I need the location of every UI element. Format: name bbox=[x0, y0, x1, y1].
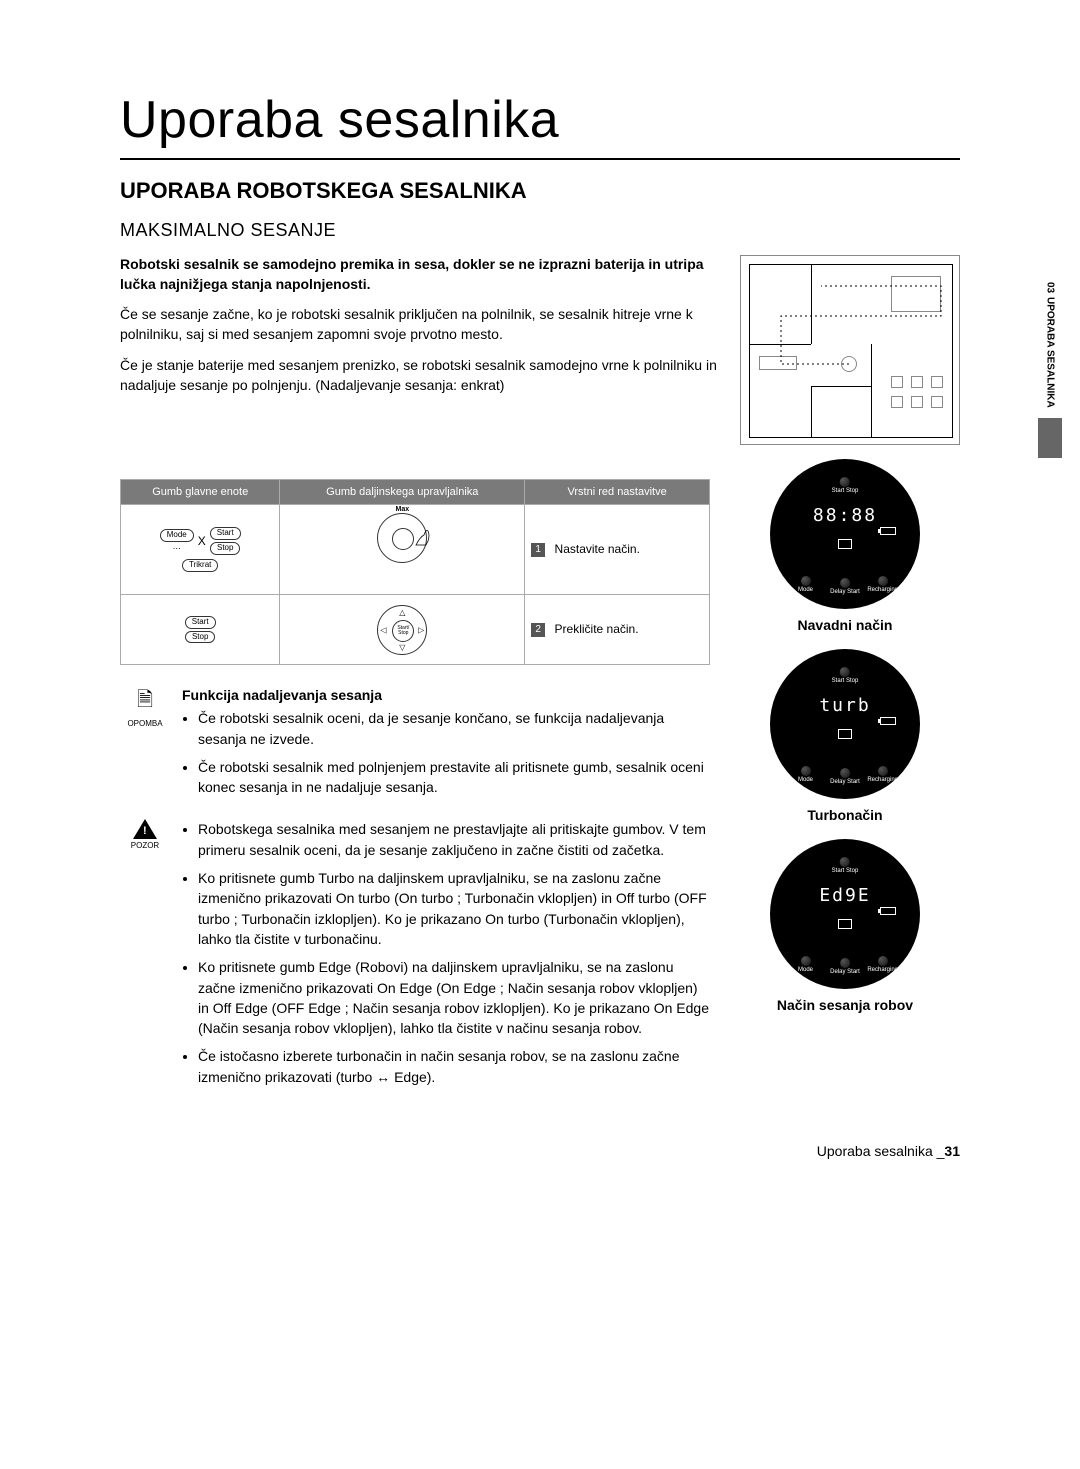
path-svg bbox=[741, 256, 959, 444]
disc-recharge-button: Recharging bbox=[867, 576, 898, 593]
camera-icon bbox=[838, 539, 852, 549]
remote-inner: Start/ Stop bbox=[392, 620, 414, 642]
max-label: Max bbox=[395, 506, 409, 513]
pozor-item: Če istočasno izberete turbonačin in nači… bbox=[198, 1046, 710, 1087]
battery-icon bbox=[880, 717, 896, 725]
disc-display: 88:88 bbox=[813, 505, 877, 526]
pozor-text: Robotskega sesalnika med sesanjem ne pre… bbox=[182, 819, 710, 1095]
disc-top-button: Start Stop bbox=[832, 857, 859, 874]
step-text-1: Nastavite način. bbox=[555, 542, 640, 556]
th-order: Vrstni red nastavitve bbox=[525, 480, 710, 505]
cell-remote-2: △ ▽ ◁ ▷ Start/ Stop bbox=[280, 595, 525, 665]
section-heading: UPORABA ROBOTSKEGA SESALNIKA bbox=[120, 178, 960, 204]
disc-mode-button: Mode bbox=[798, 956, 813, 973]
disc-recharge-button: Recharging bbox=[867, 956, 898, 973]
pozor-list: Robotskega sesalnika med sesanjem ne pre… bbox=[182, 819, 710, 1087]
th-remote: Gumb daljinskega upravljalnika bbox=[280, 480, 525, 505]
disc-caption: Turbonačin bbox=[807, 807, 882, 823]
cell-remote-1: Max bbox=[280, 505, 525, 595]
disc-mode-button: Mode bbox=[798, 766, 813, 783]
triangle-down-icon: ▽ bbox=[399, 643, 405, 652]
opomba-row: 🗎 OPOMBA Funkcija nadaljevanja sesanja Č… bbox=[120, 685, 710, 805]
device-disc: Start Stop 88:88 Mode Delay Start Rechar… bbox=[770, 459, 920, 609]
camera-icon bbox=[838, 729, 852, 739]
page: Uporaba sesalnika UPORABA ROBOTSKEGA SES… bbox=[0, 0, 1080, 1219]
device-disc: Start Stop turb Mode Delay Start Recharg… bbox=[770, 649, 920, 799]
warning-icon: POZOR bbox=[120, 819, 170, 1095]
battery-icon bbox=[880, 907, 896, 915]
remote-inner bbox=[392, 528, 414, 550]
side-tab: 03 UPORABA SESALNIKA bbox=[1038, 280, 1062, 458]
footer-page-num: 31 bbox=[944, 1143, 960, 1159]
note-glyph-icon: 🗎 bbox=[120, 685, 170, 719]
th-main: Gumb glavne enote bbox=[121, 480, 280, 505]
start-button: Start bbox=[185, 616, 216, 629]
page-title: Uporaba sesalnika bbox=[120, 90, 960, 160]
camera-icon bbox=[838, 919, 852, 929]
subsection-heading: MAKSIMALNO SESANJE bbox=[120, 220, 960, 241]
intro-bold: Robotski sesalnik se samodejno premika i… bbox=[120, 255, 720, 294]
disc-caption: Navadni način bbox=[798, 617, 893, 633]
intro-p2: Če je stanje baterije med sesanjem preni… bbox=[120, 355, 720, 396]
mode-button: Mode bbox=[160, 529, 194, 542]
right-column: Start Stop 88:88 Mode Delay Start Rechar… bbox=[730, 459, 960, 1109]
opomba-list: Če robotski sesalnik oceni, da je sesanj… bbox=[182, 708, 710, 797]
triangle-left-icon: ◁ bbox=[380, 625, 386, 634]
opomba-item: Če robotski sesalnik oceni, da je sesanj… bbox=[198, 708, 710, 749]
pozor-row: POZOR Robotskega sesalnika med sesanjem … bbox=[120, 819, 710, 1095]
floorplan-diagram bbox=[740, 255, 960, 445]
side-tab-num: 03 bbox=[1045, 280, 1056, 295]
finger-icon bbox=[414, 527, 434, 547]
start-button: Start bbox=[210, 527, 241, 540]
intro-p1: Če se sesanje začne, ko je robotski sesa… bbox=[120, 304, 720, 345]
cell-main-2: Start Stop bbox=[121, 595, 280, 665]
table-row: Start Stop △ ▽ ◁ ▷ Start/ Stop bbox=[121, 595, 710, 665]
table-row: Mode ⋯ X Start Stop Trikrat bbox=[121, 505, 710, 595]
intro-text: Robotski sesalnik se samodejno premika i… bbox=[120, 255, 720, 405]
footer-text: Uporaba sesalnika _ bbox=[817, 1143, 945, 1159]
opomba-label: OPOMBA bbox=[127, 719, 162, 728]
cell-order-1: 1 Nastavite način. bbox=[525, 505, 710, 595]
cell-main-1: Mode ⋯ X Start Stop Trikrat bbox=[121, 505, 280, 595]
opomba-item: Če robotski sesalnik med polnjenjem pres… bbox=[198, 757, 710, 798]
disc-mode-button: Mode bbox=[798, 576, 813, 593]
triangle-up-icon: △ bbox=[399, 608, 405, 617]
left-column: Gumb glavne enote Gumb daljinskega uprav… bbox=[120, 459, 710, 1109]
disc-top-button: Start Stop bbox=[832, 477, 859, 494]
x-label: X bbox=[198, 534, 206, 548]
disc-display: Ed9E bbox=[819, 885, 870, 906]
side-tab-label: UPORABA SESALNIKA bbox=[1045, 295, 1056, 410]
opomba-subhead: Funkcija nadaljevanja sesanja bbox=[182, 685, 710, 705]
disc-display: turb bbox=[819, 695, 870, 716]
cell-order-2: 2 Prekličite način. bbox=[525, 595, 710, 665]
step-text-2: Prekličite način. bbox=[555, 622, 639, 636]
triangle-right-icon: ▷ bbox=[418, 625, 424, 634]
opomba-text: Funkcija nadaljevanja sesanja Če robotsk… bbox=[182, 685, 710, 805]
stop-button: Stop bbox=[185, 631, 215, 644]
note-icon: 🗎 OPOMBA bbox=[120, 685, 170, 805]
instruction-table: Gumb glavne enote Gumb daljinskega uprav… bbox=[120, 479, 710, 665]
remote-circle-icon: △ ▽ ◁ ▷ Start/ Stop bbox=[377, 605, 427, 655]
warning-triangle-icon bbox=[133, 819, 157, 839]
disc-delay-button: Delay Start bbox=[830, 578, 860, 595]
disc-recharge-button: Recharging bbox=[867, 766, 898, 783]
disc-delay-button: Delay Start bbox=[830, 768, 860, 785]
step-num-1: 1 bbox=[531, 543, 545, 557]
step-num-2: 2 bbox=[531, 623, 545, 637]
battery-icon bbox=[880, 527, 896, 535]
side-tab-dark bbox=[1038, 418, 1062, 458]
trikrat-label: Trikrat bbox=[182, 559, 218, 572]
device-disc: Start Stop Ed9E Mode Delay Start Recharg… bbox=[770, 839, 920, 989]
page-footer: Uporaba sesalnika _31 bbox=[120, 1143, 960, 1159]
pozor-item: Ko pritisnete gumb Turbo na daljinskem u… bbox=[198, 868, 710, 949]
disc-caption: Način sesanja robov bbox=[777, 997, 913, 1013]
pozor-item: Ko pritisnete gumb Edge (Robovi) na dalj… bbox=[198, 957, 710, 1038]
stop-button: Stop bbox=[210, 542, 240, 555]
pozor-item: Robotskega sesalnika med sesanjem ne pre… bbox=[198, 819, 710, 860]
main-two-col: Gumb glavne enote Gumb daljinskega uprav… bbox=[120, 459, 960, 1109]
disc-delay-button: Delay Start bbox=[830, 958, 860, 975]
intro-row: Robotski sesalnik se samodejno premika i… bbox=[120, 255, 960, 445]
disc-top-button: Start Stop bbox=[832, 667, 859, 684]
pozor-label: POZOR bbox=[131, 841, 159, 850]
